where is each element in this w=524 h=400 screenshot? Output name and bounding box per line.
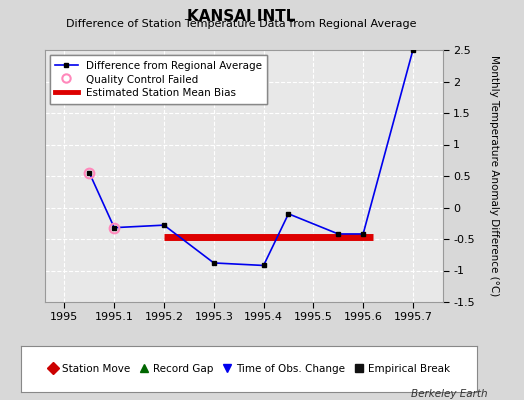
Text: KANSAI INTL: KANSAI INTL xyxy=(187,9,295,24)
Legend: Station Move, Record Gap, Time of Obs. Change, Empirical Break: Station Move, Record Gap, Time of Obs. C… xyxy=(43,360,455,378)
Text: Berkeley Earth: Berkeley Earth xyxy=(411,389,487,399)
Text: Difference of Station Temperature Data from Regional Average: Difference of Station Temperature Data f… xyxy=(66,19,416,29)
Y-axis label: Monthly Temperature Anomaly Difference (°C): Monthly Temperature Anomaly Difference (… xyxy=(489,55,499,297)
Legend: Difference from Regional Average, Quality Control Failed, Estimated Station Mean: Difference from Regional Average, Qualit… xyxy=(50,55,267,104)
